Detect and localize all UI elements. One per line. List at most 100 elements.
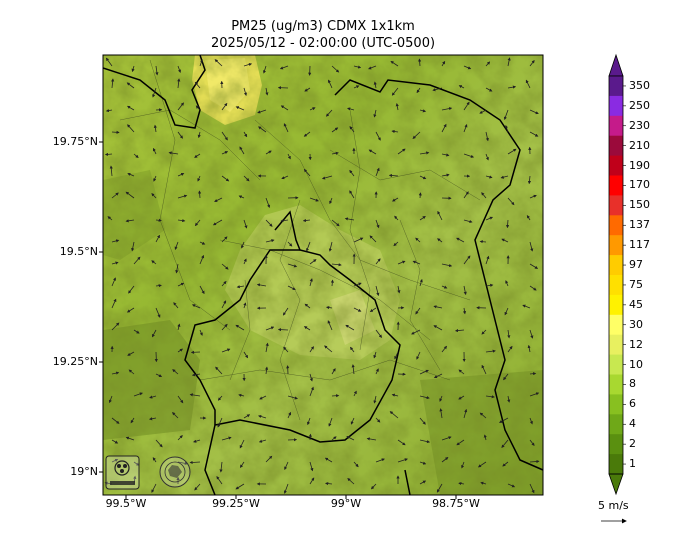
wind-vector <box>243 219 248 229</box>
wind-vector <box>441 285 448 289</box>
wind-vector <box>283 346 289 353</box>
wind-vector <box>350 417 355 425</box>
wind-vector <box>458 85 465 89</box>
wind-vector <box>522 304 531 309</box>
wind-vector <box>529 459 540 464</box>
wind-vector <box>462 307 467 315</box>
wind-vector <box>479 109 487 114</box>
wind-vector <box>507 148 517 155</box>
wind-vector <box>177 78 181 89</box>
wind-vector <box>216 476 223 485</box>
wind-vector <box>463 285 467 296</box>
wind-vector <box>133 461 140 466</box>
wind-vector <box>280 105 289 111</box>
wind-vector <box>501 238 509 243</box>
wind-vector <box>212 219 223 226</box>
wind-vector <box>111 417 120 424</box>
wind-vector <box>412 260 421 265</box>
wind-vector <box>441 263 453 268</box>
wind-vector <box>221 263 229 270</box>
wind-vector <box>418 192 422 199</box>
wind-vector <box>477 461 487 468</box>
colorbar-label: 190 <box>629 158 650 172</box>
wind-vector <box>397 260 406 265</box>
colorbar-label: 45 <box>629 297 643 311</box>
wind-vector <box>125 191 135 199</box>
wind-vector <box>239 146 245 155</box>
colorbar-label: 10 <box>629 357 643 371</box>
wind-vector <box>199 241 206 245</box>
wind-vector <box>456 439 465 446</box>
wind-vector <box>191 373 201 377</box>
wind-vector <box>526 215 531 221</box>
wind-vector <box>375 368 379 375</box>
wind-vector <box>221 102 228 111</box>
wind-vector <box>331 394 340 398</box>
government-seal-logo <box>159 456 191 488</box>
wind-vector <box>111 277 116 287</box>
wind-vector <box>153 175 157 182</box>
wind-vector <box>391 129 399 134</box>
wind-vector <box>441 173 450 177</box>
wind-vector <box>346 436 355 441</box>
colorbar-bin <box>609 434 623 455</box>
wind-vector <box>309 373 313 382</box>
wind-vector <box>215 366 223 375</box>
wind-vector <box>111 192 119 199</box>
wind-vector <box>155 218 162 222</box>
wind-vector <box>529 392 540 397</box>
colorbar-bin <box>609 354 623 375</box>
wind-vector <box>111 239 120 243</box>
wind-vector <box>507 85 517 89</box>
wind-vector <box>397 439 406 446</box>
wind-vector <box>375 167 380 177</box>
wind-vector <box>111 439 119 444</box>
wind-vector <box>177 348 184 353</box>
wind-vector <box>504 307 509 316</box>
colorbar-bin <box>609 175 623 196</box>
wind-vector <box>194 153 201 158</box>
wind-vector <box>221 348 231 353</box>
wind-vector <box>481 364 487 375</box>
wind-vector <box>507 483 516 488</box>
map-datetime: 2025/05/12 - 02:00:00 (UTC-0500) <box>210 36 436 51</box>
wind-vector <box>111 78 115 89</box>
wind-vector <box>265 150 272 155</box>
wind-vector <box>331 263 342 267</box>
wind-vector <box>155 284 162 288</box>
wind-vector <box>304 87 311 92</box>
colorbar-label: 75 <box>629 277 643 291</box>
wind-vector <box>177 218 186 223</box>
wind-vector <box>309 107 316 111</box>
wind-vector <box>353 282 362 287</box>
wind-vector <box>375 258 381 265</box>
wind-vector <box>259 395 267 400</box>
wind-vector <box>481 329 487 335</box>
wind-vector <box>347 477 355 485</box>
wind-vector <box>256 283 267 287</box>
wind-vector <box>349 126 355 133</box>
wind-vector <box>309 259 317 265</box>
wind-vector <box>199 329 203 336</box>
wind-vector <box>152 329 157 338</box>
wind-vector <box>529 417 533 425</box>
wind-vector <box>507 345 513 353</box>
wind-vector <box>177 323 181 331</box>
wind-vector <box>193 439 201 443</box>
wind-vector <box>328 241 333 252</box>
wind-vector <box>155 373 163 377</box>
colorbar-label: 117 <box>629 238 650 252</box>
wind-vector <box>151 193 157 199</box>
wind-vector <box>463 255 471 265</box>
wind-vector <box>375 131 381 141</box>
lat-label-19.5: 19.5°N <box>59 245 98 258</box>
wind-vector <box>419 151 430 155</box>
colorbar-bin <box>609 275 623 296</box>
wind-vector <box>219 461 223 473</box>
wind-vector <box>505 219 510 229</box>
wind-vector <box>221 323 228 331</box>
wind-vector <box>265 197 271 209</box>
wind-vector <box>111 371 120 375</box>
colorbar-bin <box>609 294 623 316</box>
wind-vector <box>177 65 181 73</box>
